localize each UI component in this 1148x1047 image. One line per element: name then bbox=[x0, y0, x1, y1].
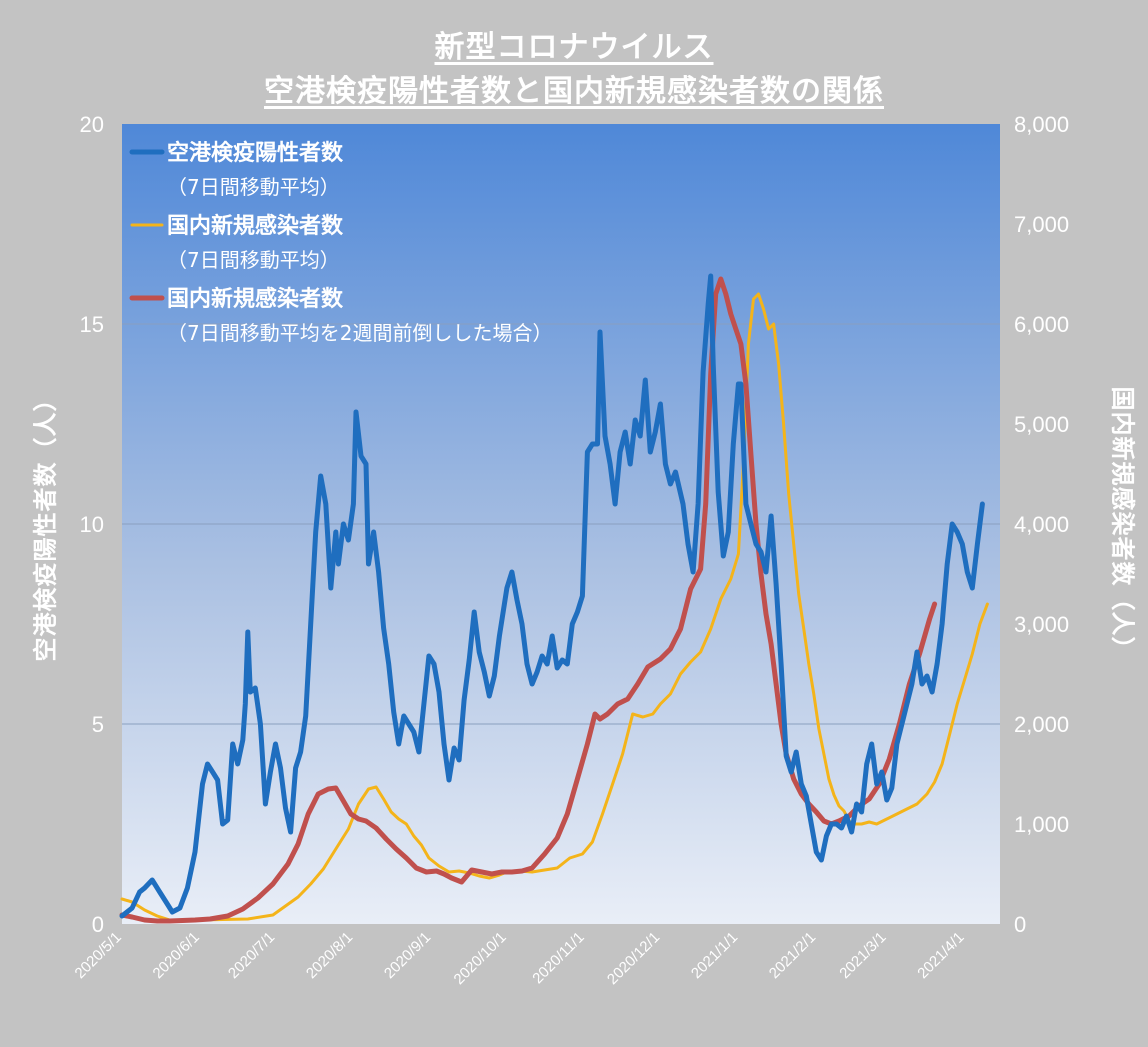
legend-label: 空港検疫陽性者数 bbox=[167, 140, 344, 166]
y-right-tick-label: 5,000 bbox=[1014, 412, 1069, 437]
chart-title-line2: 空港検疫陽性者数と国内新規感染者数の関係 bbox=[264, 74, 884, 109]
series-line bbox=[119, 276, 938, 924]
x-tick-label: 2020/11/1 bbox=[529, 929, 587, 987]
series-line bbox=[120, 292, 989, 923]
y-right-tick-label: 0 bbox=[1014, 912, 1026, 937]
y-right-tick-label: 1,000 bbox=[1014, 812, 1069, 837]
x-tick-label: 2020/9/1 bbox=[381, 929, 434, 982]
legend-sublabel: （7日間移動平均を2週間前倒しした場合） bbox=[167, 321, 552, 345]
y-right-tick-label: 2,000 bbox=[1014, 712, 1069, 737]
y-left-tick-label: 5 bbox=[92, 712, 104, 737]
x-tick-label: 2021/1/1 bbox=[688, 929, 741, 982]
x-tick-label: 2021/2/1 bbox=[766, 929, 819, 982]
y-left-tick-label: 10 bbox=[80, 512, 104, 537]
y-left-tick-label: 0 bbox=[92, 912, 104, 937]
chart-title-line1: 新型コロナウイルス bbox=[434, 30, 714, 65]
x-tick-label: 2020/7/1 bbox=[225, 929, 278, 982]
y-left-tick-label: 15 bbox=[80, 312, 104, 337]
legend-sublabel: （7日間移動平均） bbox=[167, 248, 340, 272]
x-tick-label: 2021/3/1 bbox=[836, 929, 889, 982]
y-right-tick-label: 8,000 bbox=[1014, 112, 1069, 137]
y-right-tick-label: 3,000 bbox=[1014, 612, 1069, 637]
y-left-tick-label: 20 bbox=[80, 112, 104, 137]
y-right-tick-label: 7,000 bbox=[1014, 212, 1069, 237]
y-axis-right-title: 国内新規感染者数（人） bbox=[1108, 386, 1137, 662]
x-tick-label: 2020/10/1 bbox=[451, 929, 510, 988]
x-tick-label: 2021/4/1 bbox=[914, 929, 967, 982]
x-tick-label: 2020/12/1 bbox=[604, 929, 663, 988]
legend-label: 国内新規感染者数 bbox=[167, 286, 344, 312]
legend-sublabel: （7日間移動平均） bbox=[167, 175, 340, 199]
y-right-tick-label: 6,000 bbox=[1014, 312, 1069, 337]
y-right-tick-label: 4,000 bbox=[1014, 512, 1069, 537]
legend-label: 国内新規感染者数 bbox=[167, 213, 344, 239]
x-tick-label: 2020/8/1 bbox=[303, 929, 356, 982]
y-axis-left-title: 空港検疫陽性者数（人） bbox=[31, 386, 60, 662]
x-tick-label: 2020/6/1 bbox=[150, 929, 203, 982]
series-line bbox=[119, 273, 985, 919]
